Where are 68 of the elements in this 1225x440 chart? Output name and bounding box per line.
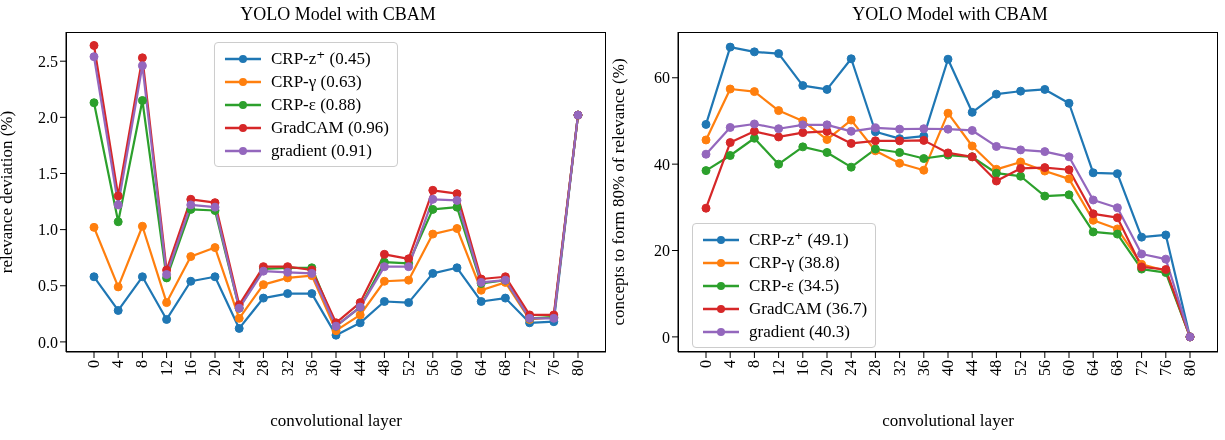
legend-label: CRP-z⁺ (49.1) xyxy=(749,229,849,250)
x-tick-label: 80 xyxy=(569,360,586,376)
x-tick-label: 64 xyxy=(1084,360,1102,376)
legend-label: CRP-ε (0.88) xyxy=(270,94,362,115)
x-tick-label: 36 xyxy=(914,360,932,376)
x-tick-label: 40 xyxy=(327,360,344,376)
legend-label: CRP-γ (0.63) xyxy=(270,71,362,92)
x-tick-label: 76 xyxy=(544,360,562,376)
y-tick-label: 0 xyxy=(662,328,670,346)
x-tick-label: 28 xyxy=(254,360,272,376)
x-tick-label: 16 xyxy=(793,360,811,376)
x-tick-label: 20 xyxy=(206,360,223,376)
x-tick-label: 48 xyxy=(375,360,393,376)
y-tick-label: 20 xyxy=(654,242,670,260)
x-tick-label: 12 xyxy=(769,360,787,376)
x-tick-label: 36 xyxy=(302,360,320,376)
x-tick-label: 80 xyxy=(1181,360,1198,376)
x-tick-label: 24 xyxy=(230,360,248,376)
legend-label: GradCAM (0.96) xyxy=(270,117,390,138)
x-tick-label: 72 xyxy=(520,360,538,376)
legend-label: gradient (0.91) xyxy=(270,140,373,161)
x-tick-label: 8 xyxy=(745,360,763,368)
x-tick-label: 32 xyxy=(890,360,908,376)
x-tick-label: 52 xyxy=(399,360,417,376)
y-tick-label: 2.5 xyxy=(38,52,58,70)
x-tick-label: 48 xyxy=(987,360,1005,376)
x-tick-label: 12 xyxy=(157,360,175,376)
x-tick-label: 20 xyxy=(818,360,835,376)
x-tick-label: 4 xyxy=(721,360,739,368)
legend-label: CRP-z⁺ (0.45) xyxy=(270,48,371,69)
x-axis-title: convolutional layer xyxy=(882,411,1015,430)
legend-label: CRP-ε (34.5) xyxy=(749,275,840,296)
legend-label: GradCAM (36.7) xyxy=(749,298,868,319)
x-tick-label: 76 xyxy=(1156,360,1174,376)
x-axis-title: convolutional layer xyxy=(270,411,403,430)
x-tick-label: 44 xyxy=(351,360,369,376)
x-tick-label: 0 xyxy=(697,360,714,368)
x-tick-label: 64 xyxy=(472,360,490,376)
legend-label: gradient (40.3) xyxy=(749,321,851,342)
x-tick-label: 68 xyxy=(1108,360,1126,376)
legend-label: CRP-γ (38.8) xyxy=(749,252,840,273)
y-tick-label: 2.0 xyxy=(38,109,58,127)
x-tick-label: 4 xyxy=(109,360,127,368)
x-tick-label: 32 xyxy=(278,360,296,376)
x-tick-label: 16 xyxy=(181,360,199,376)
y-axis-title: concepts to form 80% of relevance (%) xyxy=(609,58,629,326)
x-tick-label: 60 xyxy=(448,360,465,376)
y-tick-label: 0.0 xyxy=(38,333,58,351)
x-tick-label: 40 xyxy=(939,360,956,376)
y-tick-label: 1.0 xyxy=(38,221,58,239)
y-tick-label: 40 xyxy=(654,155,670,173)
y-axis-title: relevance deviation (%) xyxy=(0,110,17,274)
y-tick-label: 1.5 xyxy=(38,165,58,183)
chart-title: YOLO Model with CBAM xyxy=(239,4,437,25)
y-tick-label: 0.5 xyxy=(38,277,58,295)
x-tick-label: 68 xyxy=(496,360,514,376)
x-tick-label: 72 xyxy=(1132,360,1150,376)
x-tick-label: 56 xyxy=(423,360,441,376)
chart-title: YOLO Model with CBAM xyxy=(851,4,1049,25)
x-tick-label: 56 xyxy=(1035,360,1053,376)
x-tick-label: 0 xyxy=(85,360,102,368)
x-tick-label: 28 xyxy=(866,360,884,376)
x-tick-label: 24 xyxy=(842,360,860,376)
x-tick-label: 8 xyxy=(133,360,151,368)
x-tick-label: 52 xyxy=(1011,360,1029,376)
x-tick-label: 44 xyxy=(963,360,981,376)
x-tick-label: 60 xyxy=(1060,360,1077,376)
y-tick-label: 60 xyxy=(654,69,670,87)
